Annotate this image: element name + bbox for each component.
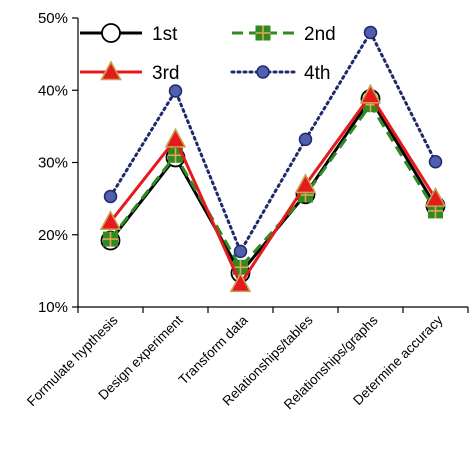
data-point — [103, 231, 118, 247]
legend-label: 4th — [304, 63, 330, 84]
legend-item-4th: 4th — [230, 63, 330, 84]
legend-item-2nd: 2nd — [232, 24, 336, 45]
data-point — [428, 155, 443, 169]
data-point — [164, 127, 187, 148]
series-3rd — [99, 83, 447, 293]
data-point — [294, 173, 317, 194]
legend-item-3rd: 3rd — [80, 60, 179, 84]
legend-label: 3rd — [152, 63, 179, 84]
series-1st — [100, 89, 446, 283]
y-tick-label: 10% — [38, 299, 68, 316]
data-point — [256, 65, 270, 79]
data-point — [229, 272, 252, 293]
data-point — [298, 132, 313, 147]
series-line — [109, 92, 437, 287]
x-category-label: Transform data — [176, 312, 251, 387]
data-point — [359, 83, 382, 104]
y-tick-label: 20% — [38, 227, 68, 244]
legend: 1st 2nd 3rd 4th — [80, 23, 336, 84]
data-point — [101, 23, 121, 43]
data-point — [103, 189, 118, 204]
legend-label: 2nd — [304, 24, 336, 45]
y-tick-label: 30% — [38, 155, 68, 172]
series-line — [109, 96, 437, 276]
data-point — [424, 186, 447, 207]
data-point — [255, 25, 271, 41]
data-point — [233, 244, 248, 259]
data-point — [100, 60, 122, 81]
series-4th — [103, 25, 443, 259]
series-line — [109, 101, 437, 270]
y-tick-label: 40% — [38, 82, 68, 99]
data-point — [363, 25, 378, 40]
legend-item-1st: 1st — [80, 23, 178, 45]
y-axis: 10% 20% 30% 40% 50% — [38, 10, 79, 316]
data-point — [168, 84, 183, 98]
data-point — [168, 147, 183, 163]
data-point — [99, 210, 122, 231]
y-tick-label: 50% — [38, 10, 68, 27]
series-layer — [99, 25, 447, 293]
series-line — [109, 29, 437, 255]
legend-label: 1st — [152, 24, 178, 45]
